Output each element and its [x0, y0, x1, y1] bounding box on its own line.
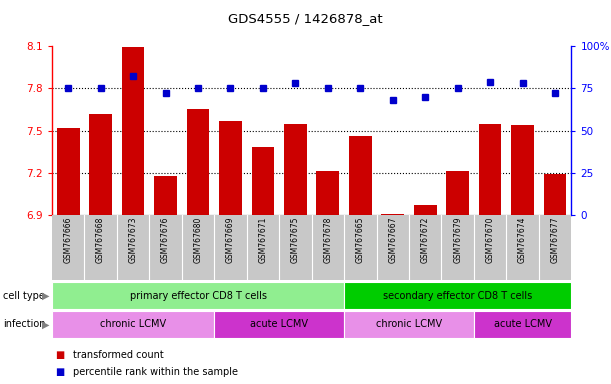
Text: chronic LCMV: chronic LCMV	[376, 319, 442, 329]
Bar	[154, 175, 177, 215]
Text: cell type: cell type	[3, 291, 45, 301]
Bar	[414, 205, 437, 215]
Text: GSM767675: GSM767675	[291, 217, 300, 263]
Text: ■: ■	[55, 367, 64, 377]
Bar	[57, 128, 79, 215]
Text: GSM767677: GSM767677	[551, 217, 560, 263]
Text: GSM767665: GSM767665	[356, 217, 365, 263]
Text: acute LCMV: acute LCMV	[250, 319, 308, 329]
Bar	[344, 311, 474, 338]
Text: primary effector CD8 T cells: primary effector CD8 T cells	[130, 291, 266, 301]
Bar	[511, 125, 534, 215]
Text: acute LCMV: acute LCMV	[494, 319, 552, 329]
Bar	[52, 282, 344, 309]
Bar	[284, 124, 307, 215]
Text: GSM767672: GSM767672	[421, 217, 430, 263]
Text: GSM767667: GSM767667	[388, 217, 397, 263]
Text: ▶: ▶	[42, 291, 49, 301]
Bar	[52, 311, 214, 338]
Text: GSM767680: GSM767680	[194, 217, 202, 263]
Text: GDS4555 / 1426878_at: GDS4555 / 1426878_at	[228, 12, 383, 25]
Text: GSM767671: GSM767671	[258, 217, 268, 263]
Bar	[316, 171, 339, 215]
Text: GSM767669: GSM767669	[226, 217, 235, 263]
Text: GSM767666: GSM767666	[64, 217, 73, 263]
Text: chronic LCMV: chronic LCMV	[100, 319, 166, 329]
Text: ▶: ▶	[42, 319, 49, 329]
Text: GSM767678: GSM767678	[323, 217, 332, 263]
Text: ■: ■	[55, 350, 64, 360]
Bar	[214, 311, 344, 338]
Text: transformed count: transformed count	[73, 350, 164, 360]
Bar	[252, 147, 274, 215]
Bar	[122, 48, 144, 215]
Bar	[219, 121, 242, 215]
Text: secondary effector CD8 T cells: secondary effector CD8 T cells	[383, 291, 532, 301]
Bar	[381, 214, 404, 215]
Bar	[474, 311, 571, 338]
Text: GSM767676: GSM767676	[161, 217, 170, 263]
Text: GSM767670: GSM767670	[486, 217, 495, 263]
Text: GSM767679: GSM767679	[453, 217, 462, 263]
Bar	[344, 282, 571, 309]
Text: infection: infection	[3, 319, 46, 329]
Text: GSM767674: GSM767674	[518, 217, 527, 263]
Bar	[349, 136, 371, 215]
Bar	[446, 171, 469, 215]
Bar	[479, 124, 502, 215]
Bar	[89, 114, 112, 215]
Text: percentile rank within the sample: percentile rank within the sample	[73, 367, 238, 377]
Text: GSM767673: GSM767673	[128, 217, 137, 263]
Bar	[186, 109, 210, 215]
Bar	[544, 174, 566, 215]
Text: GSM767668: GSM767668	[96, 217, 105, 263]
